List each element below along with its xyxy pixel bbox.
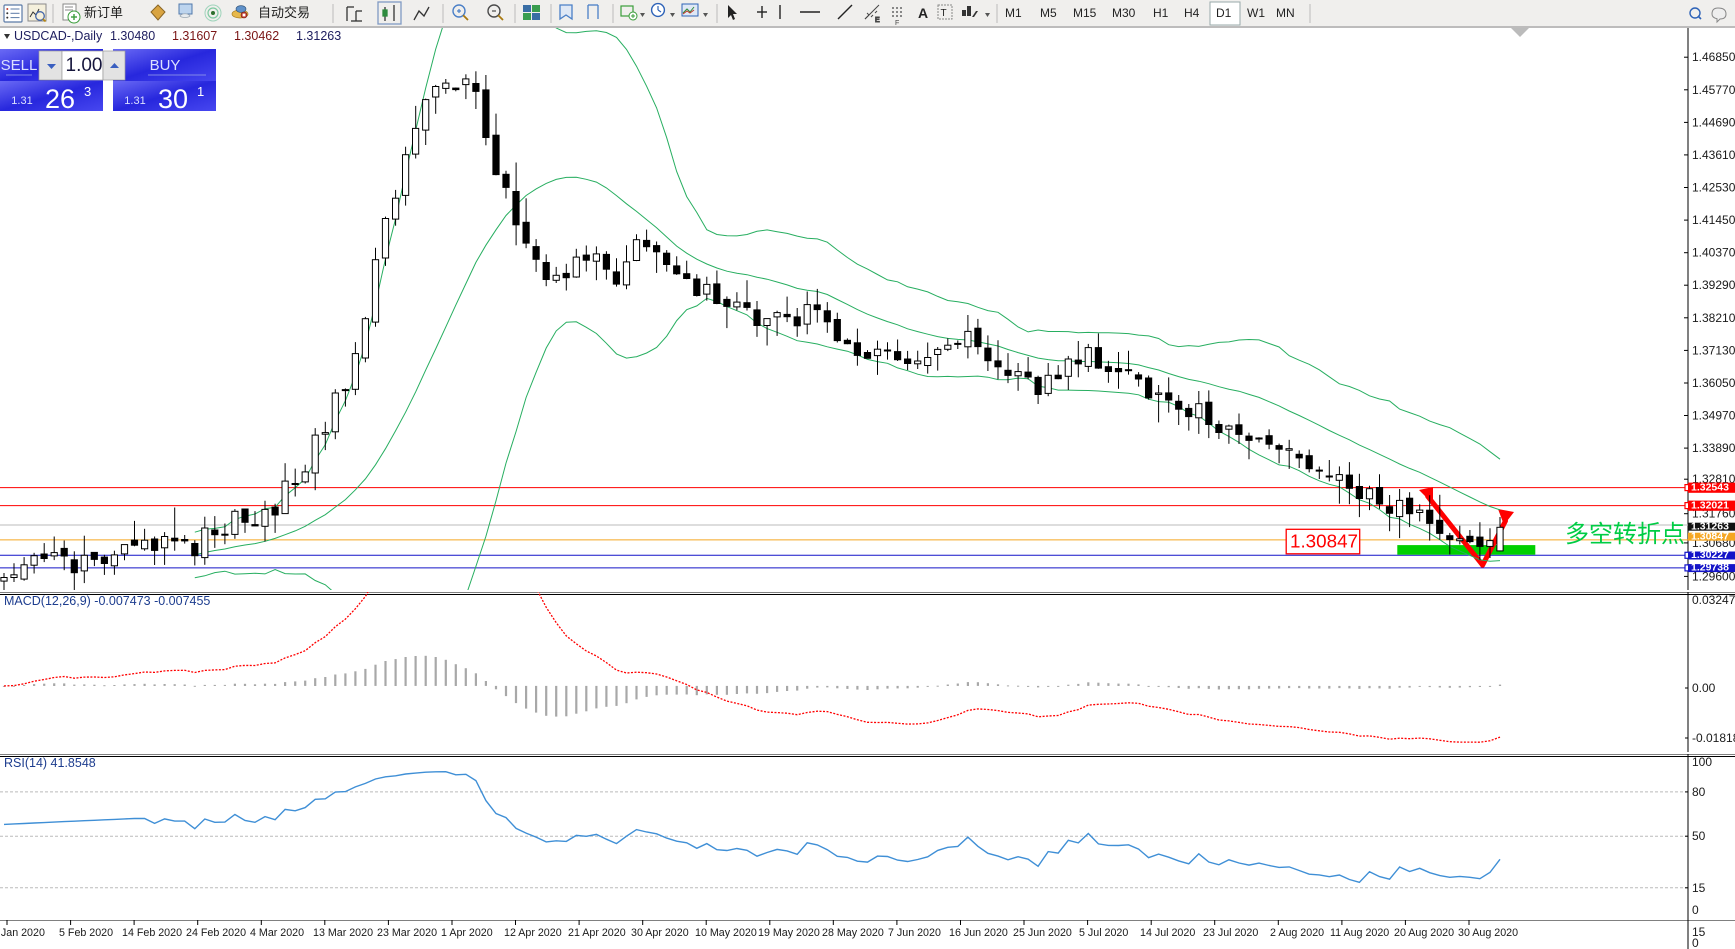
svg-text:16 Jun 2020: 16 Jun 2020 [949, 927, 1008, 939]
svg-text:28 May 2020: 28 May 2020 [822, 927, 884, 939]
svg-text:1.30462: 1.30462 [234, 29, 279, 43]
svg-text:1.40370: 1.40370 [1692, 246, 1735, 260]
svg-text:21 Apr 2020: 21 Apr 2020 [568, 927, 626, 939]
svg-text:A: A [918, 5, 928, 21]
svg-text:7 Jan 2020: 7 Jan 2020 [0, 927, 45, 939]
svg-text:1.00: 1.00 [66, 55, 103, 76]
svg-text:1: 1 [197, 84, 204, 99]
svg-text:15: 15 [1692, 881, 1706, 895]
svg-text:1.30847: 1.30847 [1290, 532, 1358, 552]
svg-text:12 Apr 2020: 12 Apr 2020 [504, 927, 562, 939]
svg-text:30: 30 [158, 84, 188, 114]
svg-text:1.33890: 1.33890 [1692, 441, 1735, 455]
svg-text:RSI(14) 41.8548: RSI(14) 41.8548 [4, 756, 96, 770]
svg-text:1.31: 1.31 [124, 95, 145, 107]
svg-text:1 Apr 2020: 1 Apr 2020 [441, 927, 493, 939]
svg-text:23 Mar 2020: 23 Mar 2020 [377, 927, 437, 939]
svg-text:3: 3 [84, 84, 91, 99]
svg-text:0: 0 [1692, 903, 1699, 917]
svg-text:1.41450: 1.41450 [1692, 213, 1735, 227]
svg-text:BUY: BUY [150, 57, 181, 74]
svg-text:30 Apr 2020: 30 Apr 2020 [631, 927, 689, 939]
svg-text:50: 50 [1692, 829, 1706, 843]
svg-text:D1: D1 [1216, 6, 1232, 20]
svg-text:1.44690: 1.44690 [1692, 115, 1735, 129]
svg-text:30 Aug 2020: 30 Aug 2020 [1458, 927, 1518, 939]
svg-text:0: 0 [1692, 936, 1699, 949]
svg-text:M1: M1 [1005, 6, 1022, 20]
svg-text:14 Feb 2020: 14 Feb 2020 [122, 927, 182, 939]
svg-text:M15: M15 [1073, 6, 1097, 20]
svg-text:USDCAD-,Daily: USDCAD-,Daily [14, 29, 103, 43]
svg-text:MN: MN [1276, 6, 1295, 20]
svg-text:1.30480: 1.30480 [110, 29, 155, 43]
svg-text:-0.018182: -0.018182 [1692, 731, 1735, 745]
svg-text:自动交易: 自动交易 [258, 5, 310, 20]
svg-text:1.39290: 1.39290 [1692, 278, 1735, 292]
svg-text:25 Jun 2020: 25 Jun 2020 [1013, 927, 1072, 939]
svg-text:24 Feb 2020: 24 Feb 2020 [186, 927, 246, 939]
svg-text:F: F [895, 20, 899, 27]
svg-text:1.30227: 1.30227 [1691, 549, 1729, 561]
svg-text:80: 80 [1692, 785, 1706, 799]
svg-text:1.30847: 1.30847 [1691, 530, 1729, 542]
svg-text:1.37130: 1.37130 [1692, 343, 1735, 357]
svg-text:7 Jun 2020: 7 Jun 2020 [888, 927, 941, 939]
svg-text:1.32021: 1.32021 [1691, 500, 1729, 512]
svg-text:1.29738: 1.29738 [1691, 562, 1729, 574]
svg-text:1.45770: 1.45770 [1692, 83, 1735, 97]
svg-text:0.032478: 0.032478 [1692, 593, 1735, 607]
svg-text:1.42530: 1.42530 [1692, 181, 1735, 195]
svg-text:M5: M5 [1040, 6, 1057, 20]
svg-text:1.38210: 1.38210 [1692, 311, 1735, 325]
svg-text:M30: M30 [1112, 6, 1136, 20]
svg-text:10 May 2020: 10 May 2020 [695, 927, 757, 939]
svg-text:1.34970: 1.34970 [1692, 409, 1735, 423]
svg-text:26: 26 [45, 84, 75, 114]
svg-text:1.31: 1.31 [11, 95, 32, 107]
svg-text:1.31607: 1.31607 [172, 29, 217, 43]
svg-text:新订单: 新订单 [84, 5, 123, 20]
svg-text:20 Aug 2020: 20 Aug 2020 [1394, 927, 1454, 939]
svg-text:1.43610: 1.43610 [1692, 148, 1735, 162]
svg-text:100: 100 [1692, 755, 1712, 769]
svg-text:2 Aug 2020: 2 Aug 2020 [1270, 927, 1324, 939]
svg-text:多空转折点: 多空转折点 [1565, 521, 1685, 548]
svg-text:T: T [941, 8, 947, 19]
svg-text:SELL: SELL [1, 57, 38, 74]
svg-text:5 Jul 2020: 5 Jul 2020 [1079, 927, 1128, 939]
svg-text:11 Aug 2020: 11 Aug 2020 [1330, 927, 1389, 939]
svg-text:1.46850: 1.46850 [1692, 50, 1735, 64]
svg-text:1.36050: 1.36050 [1692, 376, 1735, 390]
svg-text:5 Feb 2020: 5 Feb 2020 [59, 927, 113, 939]
svg-text:1.31263: 1.31263 [296, 29, 341, 43]
svg-text:E: E [875, 17, 880, 24]
svg-text:4 Mar 2020: 4 Mar 2020 [250, 927, 304, 939]
svg-text:13 Mar 2020: 13 Mar 2020 [313, 927, 373, 939]
svg-text:14 Jul 2020: 14 Jul 2020 [1140, 927, 1195, 939]
svg-text:W1: W1 [1247, 6, 1265, 20]
svg-text:1.32543: 1.32543 [1691, 482, 1729, 494]
svg-text:H1: H1 [1153, 6, 1169, 20]
svg-text:19 May 2020: 19 May 2020 [758, 927, 820, 939]
svg-text:0.00: 0.00 [1692, 681, 1716, 695]
svg-text:MACD(12,26,9) -0.007473 -0.007: MACD(12,26,9) -0.007473 -0.007455 [4, 594, 210, 608]
svg-text:23 Jul 2020: 23 Jul 2020 [1203, 927, 1258, 939]
svg-text:H4: H4 [1184, 6, 1200, 20]
